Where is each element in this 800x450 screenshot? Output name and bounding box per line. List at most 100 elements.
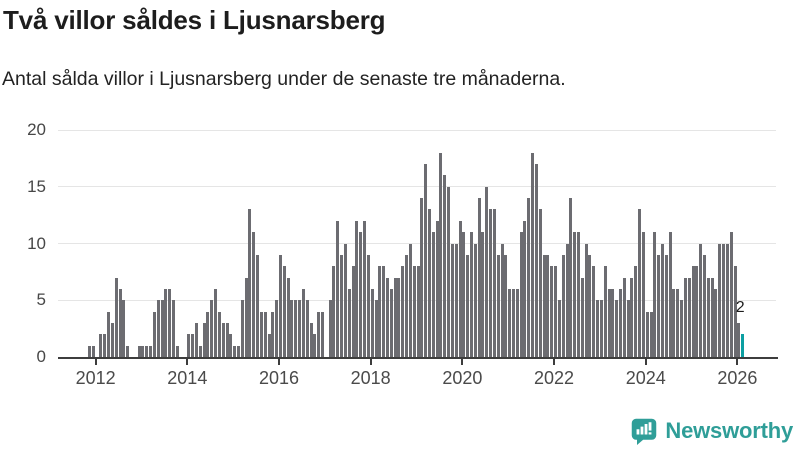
x-axis-tick — [461, 359, 464, 365]
bar — [718, 243, 722, 357]
bar — [286, 277, 290, 357]
bar — [317, 311, 321, 357]
bar — [661, 243, 664, 357]
bar — [389, 288, 393, 357]
newsworthy-logo[interactable]: Newsworthy — [630, 416, 793, 446]
bar — [512, 288, 516, 357]
bar — [408, 243, 412, 357]
bar — [565, 243, 569, 357]
bar — [496, 254, 500, 357]
bar — [271, 311, 275, 357]
bar — [118, 288, 122, 357]
bar — [290, 300, 294, 357]
bar — [88, 345, 91, 357]
bar — [657, 254, 661, 357]
bar — [401, 266, 405, 357]
bar — [420, 198, 424, 357]
bar — [168, 288, 172, 357]
bar — [638, 209, 642, 357]
bar — [244, 277, 248, 357]
bar — [634, 266, 638, 357]
bar — [313, 334, 317, 357]
bar — [515, 288, 519, 357]
bar — [691, 266, 695, 357]
bar — [370, 288, 374, 357]
bar — [321, 311, 325, 357]
bar — [622, 277, 626, 357]
bar — [99, 334, 103, 357]
bar — [596, 300, 600, 357]
bar — [149, 345, 153, 357]
bar — [366, 254, 370, 357]
bar — [737, 322, 741, 357]
bar — [141, 345, 145, 357]
bar — [668, 232, 672, 357]
bar — [588, 254, 592, 357]
bar — [328, 300, 332, 357]
bar — [489, 209, 493, 357]
bar — [492, 209, 496, 357]
bar — [557, 300, 561, 357]
x-axis-tick — [94, 359, 97, 365]
gridline — [58, 243, 776, 244]
bar — [645, 311, 649, 357]
bar — [576, 232, 580, 357]
x-axis-year-label: 2026 — [717, 368, 758, 388]
bar — [156, 300, 160, 357]
bar — [485, 186, 489, 357]
bar — [221, 322, 225, 357]
bar — [301, 288, 305, 357]
bar — [126, 345, 130, 357]
y-axis-tick-label: 10 — [27, 233, 46, 253]
bar — [687, 277, 691, 357]
bar — [152, 311, 156, 357]
bar — [710, 277, 714, 357]
bar — [393, 277, 397, 357]
bar — [683, 277, 687, 357]
bar — [347, 288, 351, 357]
bar — [263, 311, 267, 357]
bar — [569, 198, 573, 357]
bar — [458, 220, 462, 357]
logo-wordmark: Newsworthy — [665, 418, 793, 443]
bar — [450, 243, 454, 357]
bar — [477, 198, 481, 357]
latest-value-label: 2 — [735, 299, 745, 317]
bar — [202, 322, 206, 357]
bar — [672, 288, 676, 357]
bar — [259, 311, 263, 357]
bar — [229, 334, 233, 357]
bar — [107, 311, 111, 357]
bar — [703, 254, 707, 357]
bar — [500, 243, 504, 357]
bar — [122, 300, 126, 357]
bar — [580, 277, 584, 357]
x-axis-year-label: 2012 — [75, 368, 116, 388]
bar — [592, 266, 596, 357]
gridline — [58, 186, 776, 188]
x-axis-year-label: 2024 — [625, 368, 666, 388]
bar — [466, 254, 470, 357]
bar — [355, 220, 359, 357]
bar — [424, 164, 428, 357]
page-title: Två villor såldes i Ljusnarsberg — [3, 5, 386, 35]
bar — [615, 300, 619, 357]
bar — [309, 322, 313, 357]
x-axis-year-label: 2022 — [534, 368, 575, 388]
bar — [187, 334, 191, 357]
x-axis-line — [58, 357, 778, 359]
bar — [630, 277, 634, 357]
bar — [546, 254, 550, 357]
bar — [534, 164, 538, 357]
bar — [103, 334, 107, 357]
chart-subtitle: Antal sålda villor i Ljusnarsberg under … — [2, 68, 566, 90]
bar — [164, 288, 168, 357]
bar — [462, 232, 466, 357]
bar — [412, 266, 416, 357]
bar — [275, 300, 279, 357]
x-axis-tick — [186, 359, 189, 365]
bar — [680, 300, 684, 357]
bar — [175, 345, 179, 357]
bar — [538, 209, 542, 357]
x-axis-year-label: 2018 — [350, 368, 391, 388]
